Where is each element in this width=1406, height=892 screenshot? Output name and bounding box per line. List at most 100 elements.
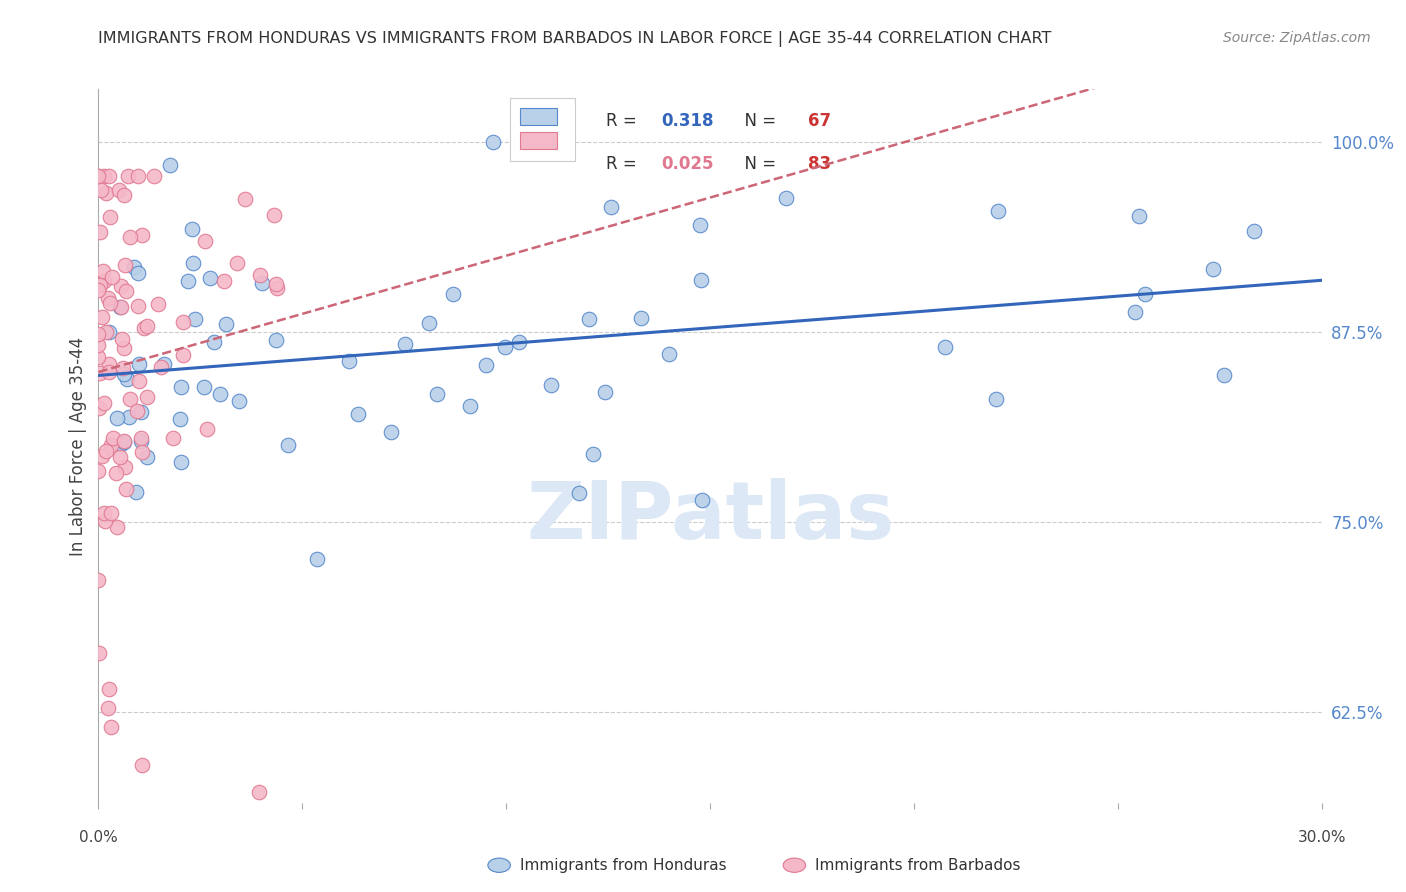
Point — [195, 421, 218, 435]
Point — [131, 434, 153, 448]
Point — [689, 218, 711, 232]
Point — [87, 169, 110, 183]
Point — [114, 258, 136, 272]
Point — [89, 366, 111, 380]
Point — [90, 183, 112, 197]
Point — [181, 222, 204, 236]
Point — [1243, 224, 1265, 238]
Text: Source: ZipAtlas.com: Source: ZipAtlas.com — [1223, 31, 1371, 45]
Legend: , : , — [510, 97, 575, 161]
Point — [170, 380, 193, 394]
Text: Immigrants from Barbados: Immigrants from Barbados — [815, 858, 1021, 872]
Point — [115, 284, 138, 298]
Point — [127, 299, 149, 313]
Point — [172, 348, 194, 362]
Point — [131, 445, 153, 459]
Point — [87, 574, 110, 588]
Point — [146, 297, 169, 311]
Point — [111, 332, 134, 346]
Point — [136, 390, 159, 404]
Point — [87, 338, 110, 352]
Point — [153, 357, 176, 371]
Point — [93, 514, 115, 528]
Point — [112, 434, 135, 449]
Point — [131, 228, 153, 243]
Point — [87, 351, 110, 365]
Point — [630, 310, 652, 325]
Point — [98, 681, 121, 696]
Point — [108, 300, 131, 314]
Point — [131, 757, 153, 772]
Point — [266, 281, 288, 295]
Point — [249, 268, 271, 282]
Point — [1133, 287, 1156, 301]
Point — [100, 507, 122, 521]
Point — [120, 230, 142, 244]
Point — [494, 339, 516, 353]
Point — [215, 318, 238, 332]
Point — [987, 203, 1010, 218]
Point — [87, 169, 110, 183]
Point — [172, 315, 194, 329]
Point — [110, 279, 132, 293]
Point — [277, 438, 299, 452]
Point — [108, 450, 131, 464]
Point — [263, 208, 285, 222]
Point — [105, 520, 128, 534]
Point — [112, 342, 135, 356]
Y-axis label: In Labor Force | Age 35-44: In Labor Force | Age 35-44 — [69, 336, 87, 556]
Point — [112, 361, 135, 376]
Point — [202, 334, 225, 349]
Text: R =: R = — [606, 155, 643, 173]
Point — [87, 326, 110, 341]
Point — [135, 318, 157, 333]
Point — [380, 425, 402, 439]
Point — [100, 438, 122, 452]
Text: 30.0%: 30.0% — [1298, 830, 1346, 845]
Point — [418, 316, 440, 330]
Point — [129, 431, 152, 445]
Point — [337, 353, 360, 368]
Text: N =: N = — [734, 112, 782, 130]
Point — [184, 312, 207, 326]
Point — [394, 337, 416, 351]
Point — [136, 450, 159, 465]
Text: 83: 83 — [808, 155, 831, 173]
Point — [162, 431, 184, 445]
Point — [692, 493, 714, 508]
Point — [117, 169, 139, 183]
Point — [225, 256, 247, 270]
Point — [775, 191, 797, 205]
Text: Immigrants from Honduras: Immigrants from Honduras — [520, 858, 727, 872]
Point — [984, 392, 1007, 407]
Text: N =: N = — [734, 155, 782, 173]
Point — [475, 358, 498, 372]
Point — [96, 186, 118, 200]
Point — [131, 405, 153, 419]
Point — [578, 311, 600, 326]
Point — [98, 210, 121, 224]
Point — [228, 394, 250, 409]
Point — [115, 482, 138, 496]
Point — [582, 447, 605, 461]
Point — [98, 365, 121, 379]
Point — [122, 260, 145, 274]
Point — [120, 392, 142, 407]
Point — [194, 234, 217, 248]
Point — [159, 158, 181, 172]
Point — [112, 367, 135, 381]
Point — [426, 387, 449, 401]
Point — [177, 274, 200, 288]
Point — [264, 277, 287, 292]
Point — [94, 325, 117, 339]
Point — [595, 384, 617, 399]
Point — [108, 183, 131, 197]
Text: 0.025: 0.025 — [661, 155, 714, 173]
Point — [110, 437, 132, 451]
Point — [169, 411, 191, 425]
Point — [91, 449, 114, 463]
Point — [212, 274, 235, 288]
Point — [91, 310, 114, 324]
Point — [128, 374, 150, 388]
Point — [1128, 210, 1150, 224]
